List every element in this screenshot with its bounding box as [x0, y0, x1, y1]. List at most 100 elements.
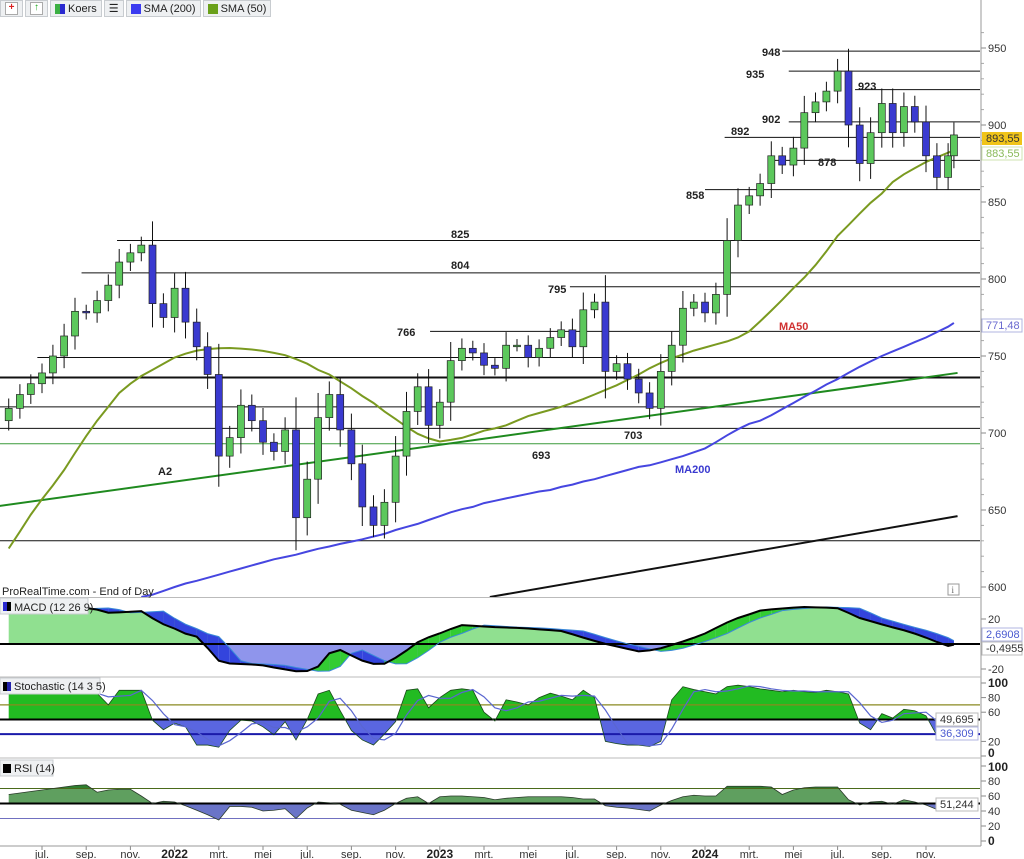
candle-up — [170, 287, 179, 318]
macd-histogram-segment — [705, 628, 716, 642]
trendline — [489, 515, 958, 597]
last-macd-badge: -0,4955 — [981, 641, 1023, 656]
candle-up — [833, 70, 842, 92]
legend-settings-button[interactable]: ☰ — [103, 0, 124, 17]
stochastic-tick-label: 80 — [988, 693, 1000, 705]
last-macd-value: -0,4955 — [986, 643, 1023, 655]
stochastic-tick-label: 100 — [988, 676, 1008, 690]
candle-up — [723, 240, 731, 295]
stochastic-panel[interactable] — [0, 684, 980, 748]
candle-up — [950, 134, 958, 157]
legend-koers[interactable]: Koers — [50, 0, 102, 17]
candle-up — [93, 300, 101, 314]
move-up-button[interactable]: ↑ — [25, 0, 48, 17]
price-panel[interactable]: 948 935 923 902 892 878 858 825 804 795 766 703 693 — [0, 47, 980, 597]
candle-up — [557, 329, 566, 338]
price-tick-label: 850 — [988, 197, 1006, 209]
candle-down — [568, 329, 577, 348]
candle-up — [756, 183, 764, 197]
candle-down — [292, 429, 300, 519]
last-d-badge: 36,309 — [935, 726, 979, 741]
info-button[interactable]: i — [947, 583, 960, 596]
candle-up — [546, 337, 555, 349]
candle-up — [734, 204, 742, 241]
macd-histogram-segment — [417, 637, 429, 658]
macd-histogram-segment — [218, 636, 230, 664]
time-tick-label: jul. — [830, 849, 845, 859]
candle-up — [458, 347, 466, 361]
level-label: 825 — [451, 229, 469, 241]
rsi-panel[interactable] — [0, 784, 980, 821]
time-tick-label: nov. — [386, 849, 406, 859]
legend-sma200[interactable]: SMA (200) — [125, 0, 201, 17]
level-label: 892 — [731, 126, 749, 138]
candle-up — [16, 394, 24, 409]
level-label: 923 — [858, 81, 876, 93]
candle-up — [535, 347, 543, 358]
candle-down — [623, 363, 632, 380]
level-label: 693 — [532, 450, 550, 462]
candle-down — [634, 378, 643, 394]
stochastic-tick-label: 0 — [988, 746, 995, 760]
candle-up — [446, 360, 455, 403]
candle-up — [71, 310, 79, 337]
rsi-fill-above — [8, 784, 954, 804]
candle-down — [181, 287, 190, 323]
candle-down — [424, 386, 433, 426]
legend-label: Koers — [68, 2, 97, 15]
macd-tick-label: 20 — [988, 614, 1000, 626]
last-signal-badge: 2,6908 — [981, 627, 1023, 642]
candle-up — [579, 309, 588, 348]
ma200-annotation: MA200 — [675, 464, 710, 476]
candle-up — [712, 294, 720, 314]
add-indicator-button[interactable]: + — [0, 0, 23, 17]
time-tick-label: jul. — [564, 849, 579, 859]
time-tick-label: jul. — [299, 849, 314, 859]
legend-sma50[interactable]: SMA (50) — [202, 0, 272, 17]
source-label: ProRealTime.com - End of Day — [2, 586, 154, 598]
rsi-title-label: RSI (14) — [14, 763, 55, 775]
candle-up — [303, 478, 312, 519]
last-rsi-value: 51,244 — [940, 799, 974, 811]
candle-up — [26, 383, 35, 395]
koers-swatch — [55, 3, 65, 14]
time-tick-label: mei — [254, 849, 272, 859]
level-label: 878 — [818, 157, 836, 169]
candle-up — [314, 417, 322, 480]
level-label: 935 — [746, 69, 764, 81]
rsi-line — [8, 784, 955, 821]
time-tick-label: mrt. — [740, 849, 759, 859]
rsi-tick-label: 20 — [988, 821, 1000, 833]
candle-down — [933, 155, 941, 178]
candle-up — [380, 501, 389, 526]
time-tick-label: sep. — [76, 849, 97, 859]
macd-histogram-segment — [152, 611, 164, 625]
macd-histogram-segment — [406, 642, 418, 664]
candle-down — [247, 404, 256, 422]
rsi-tick-label: 0 — [988, 834, 995, 848]
macd-histogram-segment — [461, 625, 473, 634]
macd-title[interactable]: MACD (12 26 9) — [0, 597, 93, 615]
time-tick-label: jul. — [34, 849, 49, 859]
trendline — [0, 371, 958, 507]
level-label: 948 — [762, 47, 780, 59]
candle-up — [590, 301, 599, 311]
candle-up — [325, 394, 334, 418]
candle-down — [910, 106, 919, 123]
candle-up — [435, 401, 444, 426]
list-icon: ☰ — [108, 3, 119, 15]
candle-up — [679, 307, 687, 346]
level-label: 795 — [548, 284, 566, 296]
stochastic-title[interactable]: Stochastic (14 3 5) — [0, 677, 106, 695]
rsi-title[interactable]: RSI (14) — [0, 759, 55, 777]
macd-histogram-segment — [395, 650, 407, 664]
candle-up — [413, 386, 422, 412]
candle-up — [767, 155, 776, 184]
macd-panel[interactable] — [0, 605, 980, 673]
candle-up — [115, 261, 124, 286]
candle-down — [347, 429, 356, 465]
price-tick-label: 600 — [988, 582, 1006, 594]
candle-up — [104, 284, 113, 301]
last-signal-value: 2,6908 — [986, 629, 1020, 641]
